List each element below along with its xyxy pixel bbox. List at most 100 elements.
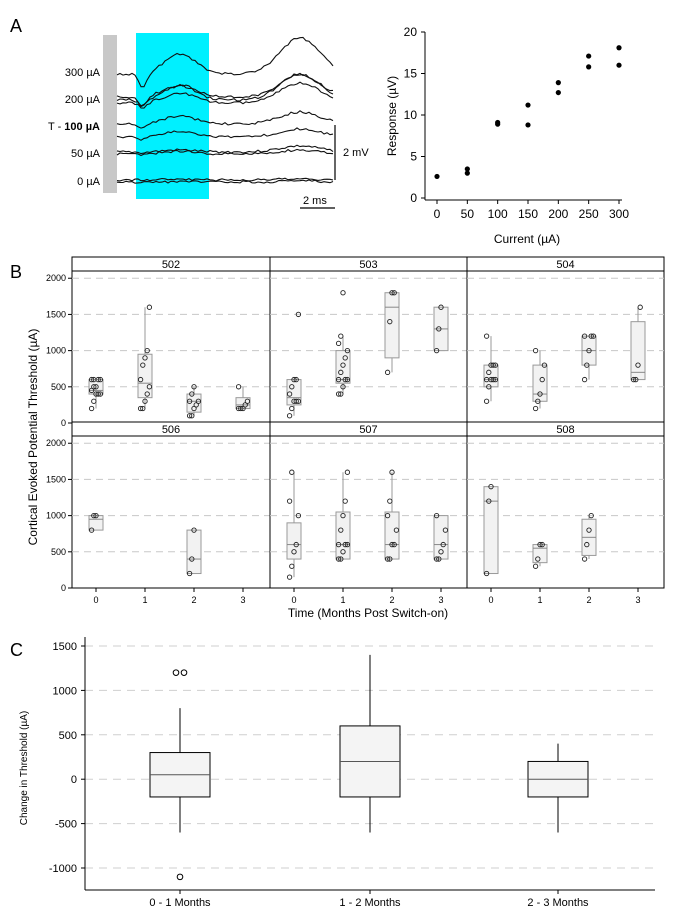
response-scatter-chart: 0 50 100 150 200 250 300 0 5 10 15 20 Response (µV)…: [385, 25, 629, 246]
facet-data-point: [340, 290, 346, 296]
scatter-x-tick-label: 300: [609, 207, 629, 221]
facet-data-point: [142, 355, 148, 361]
facet-data-point: [338, 527, 344, 533]
scatter-point: [495, 119, 501, 126]
facet-data-point: [91, 398, 97, 404]
evoked-trace-3: [116, 72, 334, 107]
facet-data-point: [340, 384, 346, 390]
facet-data-point: [492, 362, 499, 368]
scatter-point: [555, 89, 561, 96]
facet-box: [630, 321, 646, 381]
facet-data-point: [140, 405, 146, 412]
scatter-point: [434, 173, 440, 180]
facet-504: 504: [466, 256, 665, 424]
facet-box: [286, 522, 302, 560]
facet-data-point: [91, 376, 97, 383]
stimulus-artifact-bar: [103, 35, 117, 193]
facet-data-point: [537, 391, 543, 397]
trace-label-0: 0 µA: [77, 176, 101, 188]
facet-data-point: [191, 527, 197, 533]
facet-data-point: [440, 541, 446, 548]
facet-data-point: [342, 355, 348, 361]
facet-y-tick-label: 500: [51, 547, 66, 557]
facet-data-point: [293, 376, 299, 383]
facet-data-point: [293, 398, 299, 404]
scatter-point: [464, 166, 470, 172]
c-outlier: [176, 873, 184, 881]
facet-data-point: [340, 362, 346, 368]
facet-y-tick-label: 0: [61, 583, 66, 593]
scatter-x-label: Current (µA): [494, 232, 560, 246]
c-y-tick-label: -1000: [49, 863, 77, 875]
facet-data-point: [88, 405, 95, 412]
facet-data-point: [436, 326, 442, 332]
facet-data-point: [344, 347, 351, 354]
facet-data-point: [340, 512, 346, 519]
facet-508: 508 0 1 2 3: [466, 421, 665, 605]
facet-title: 508: [556, 424, 574, 436]
facet-data-point: [97, 391, 104, 397]
change-threshold-boxplot: 1500 1000 500 0 -500 -1000 0 - 1 Months 1 - 2 …: [19, 637, 655, 909]
facet-box: [483, 486, 499, 575]
facet-y-tick-label: 2000: [46, 273, 66, 283]
facet-x-tick-label: 1: [142, 595, 147, 605]
facet-data-point: [244, 398, 251, 404]
facet-y-tick-label: 500: [51, 382, 66, 392]
facet-data-point: [586, 527, 592, 533]
facet-data-point: [584, 541, 590, 548]
facet-data-point: [584, 362, 590, 368]
scatter-point: [464, 170, 470, 176]
facet-data-point: [338, 333, 344, 339]
facet-data-point: [97, 376, 104, 383]
facet-data-point: [189, 391, 195, 397]
scatter-y-tick-label: 10: [404, 108, 418, 122]
c-x-tick-label: 1 - 2 Months: [339, 897, 401, 909]
evoked-trace-4: [116, 81, 334, 109]
c-y-tick-label: 0: [71, 774, 77, 786]
facet-data-point: [581, 333, 588, 339]
facet-data-point: [289, 469, 295, 475]
facet-x-tick-label: 0: [488, 595, 493, 605]
facet-data-point: [186, 398, 193, 404]
facet-data-point: [289, 563, 295, 569]
facet-data-point: [442, 527, 449, 533]
facet-data-point: [335, 340, 342, 347]
facet-title: 507: [359, 424, 377, 436]
facet-data-point: [338, 391, 344, 397]
facet-data-point: [93, 512, 99, 519]
scatter-y-tick-label: 5: [410, 150, 417, 164]
facet-data-point: [492, 376, 499, 383]
scatter-x-tick-label: 50: [461, 207, 475, 221]
facet-data-point: [387, 556, 393, 562]
response-window-highlight: [136, 33, 209, 199]
facet-data-point: [483, 570, 490, 577]
facet-data-point: [393, 527, 400, 533]
evoked-trace-9: [116, 177, 334, 182]
facet-data-point: [535, 556, 541, 562]
facet-data-point: [483, 398, 490, 404]
facet-box: [433, 515, 449, 560]
scatter-point: [586, 64, 592, 70]
facet-data-point: [384, 369, 391, 375]
c-outlier: [172, 669, 180, 676]
facet-x-tick-label: 0: [291, 595, 296, 605]
scatter-point: [616, 62, 622, 68]
facet-data-point: [144, 347, 150, 354]
scatter-point: [555, 80, 561, 86]
facet-data-point: [389, 541, 395, 548]
scatter-y-tick-label: 20: [404, 25, 418, 39]
facet-data-point: [539, 541, 545, 548]
evoked-trace-6: [116, 127, 334, 141]
trace-label-threshold: T - 100 µA: [48, 121, 100, 133]
facet-data-point: [335, 556, 342, 562]
facet-data-point: [483, 333, 490, 339]
facet-data-point: [235, 384, 242, 390]
trace-label-50: 50 µA: [71, 148, 101, 160]
facet-x-label: Time (Months Post Switch-on): [288, 606, 448, 620]
c-y-tick-label: -500: [55, 819, 77, 831]
facet-frame: [466, 435, 665, 589]
c-outlier: [180, 669, 188, 676]
c-y-tick-label: 1000: [53, 685, 77, 697]
